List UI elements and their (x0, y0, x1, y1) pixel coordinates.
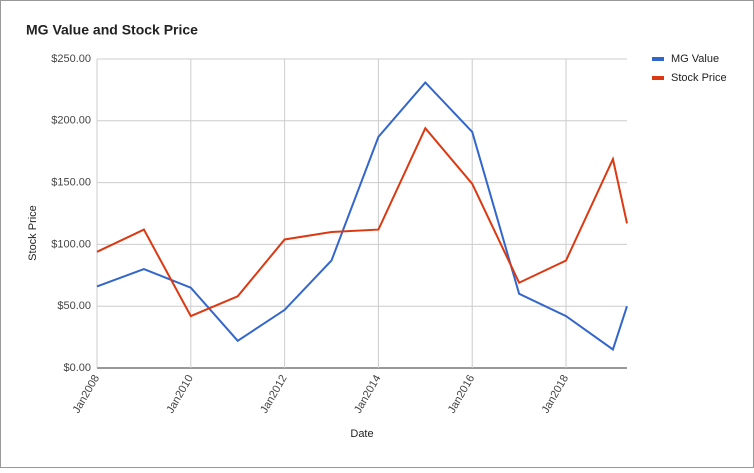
y-tick-label: $250.00 (51, 53, 91, 65)
y-tick-label: $150.00 (51, 177, 91, 189)
line-series (96, 126, 628, 318)
y-tick-label: $100.00 (51, 238, 91, 250)
chart-title: MG Value and Stock Price (26, 22, 198, 38)
y-tick-label: $200.00 (51, 115, 91, 127)
y-tick-label: $0.00 (63, 362, 91, 374)
line-series (96, 80, 628, 352)
x-axis-label: Date (350, 428, 373, 440)
legend-label: Stock Price (671, 72, 727, 84)
legend-label: MG Value (671, 53, 719, 65)
y-tick-label: $50.00 (57, 300, 91, 312)
y-axis-label: Stock Price (27, 205, 39, 261)
